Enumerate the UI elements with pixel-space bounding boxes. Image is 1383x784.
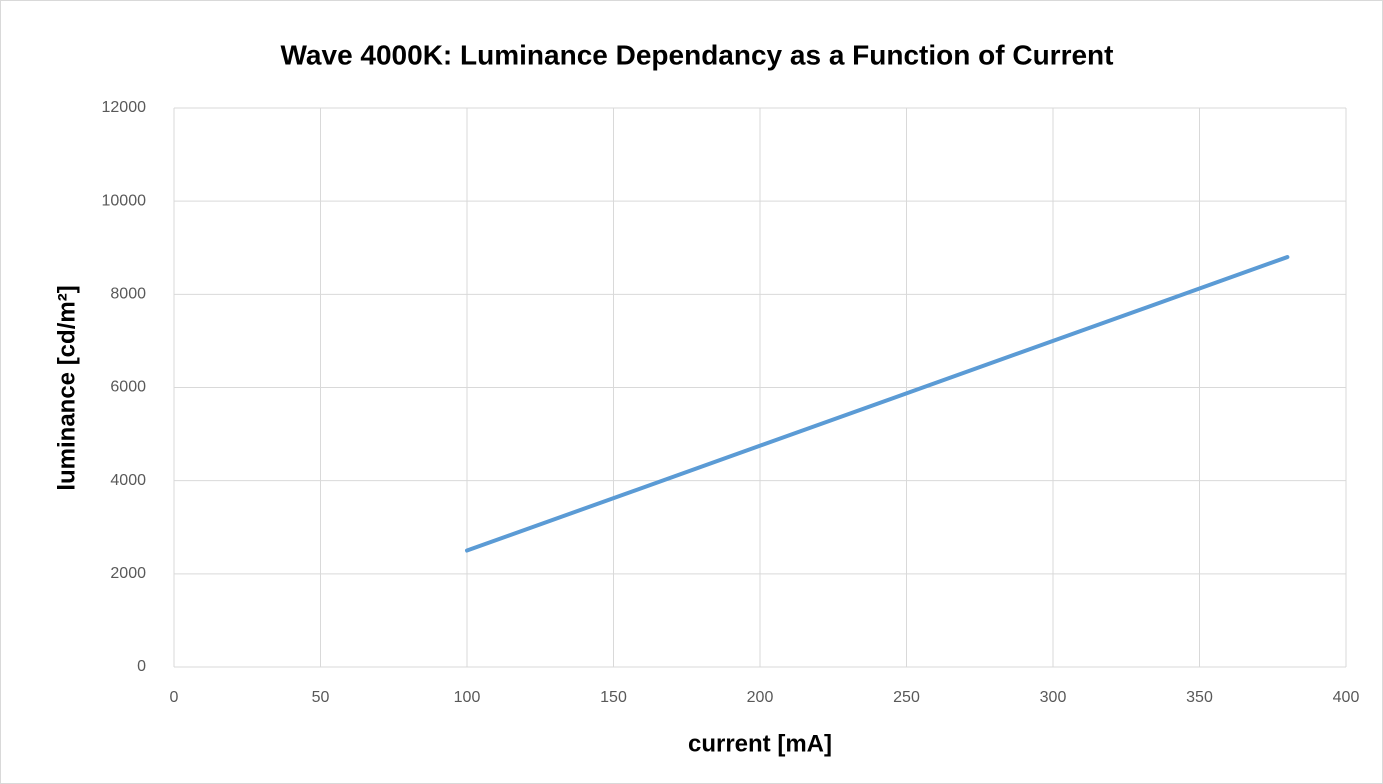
data-line: [465, 255, 1290, 553]
x-tick-label: 400: [1333, 689, 1360, 706]
x-tick-label: 200: [747, 689, 774, 706]
x-axis-title: current [mA]: [688, 730, 832, 757]
x-tick-label: 350: [1186, 689, 1213, 706]
x-tick-label: 300: [1040, 689, 1067, 706]
y-tick-label: 8000: [110, 286, 146, 303]
x-tick-label: 100: [454, 689, 481, 706]
y-tick-label: 4000: [110, 472, 146, 489]
y-tick-label: 12000: [102, 99, 147, 116]
y-axis-title: luminance [cd/m²]: [53, 285, 80, 490]
y-tick-label: 2000: [110, 565, 146, 582]
x-tick-label: 250: [893, 689, 920, 706]
x-tick-label: 50: [312, 689, 330, 706]
chart-title: Wave 4000K: Luminance Dependancy as a Fu…: [281, 39, 1114, 70]
x-tick-label: 150: [600, 689, 627, 706]
y-tick-label: 6000: [110, 379, 146, 396]
y-tick-label: 10000: [102, 192, 147, 209]
x-tick-label: 0: [170, 689, 179, 706]
y-tick-label: 0: [137, 658, 146, 675]
